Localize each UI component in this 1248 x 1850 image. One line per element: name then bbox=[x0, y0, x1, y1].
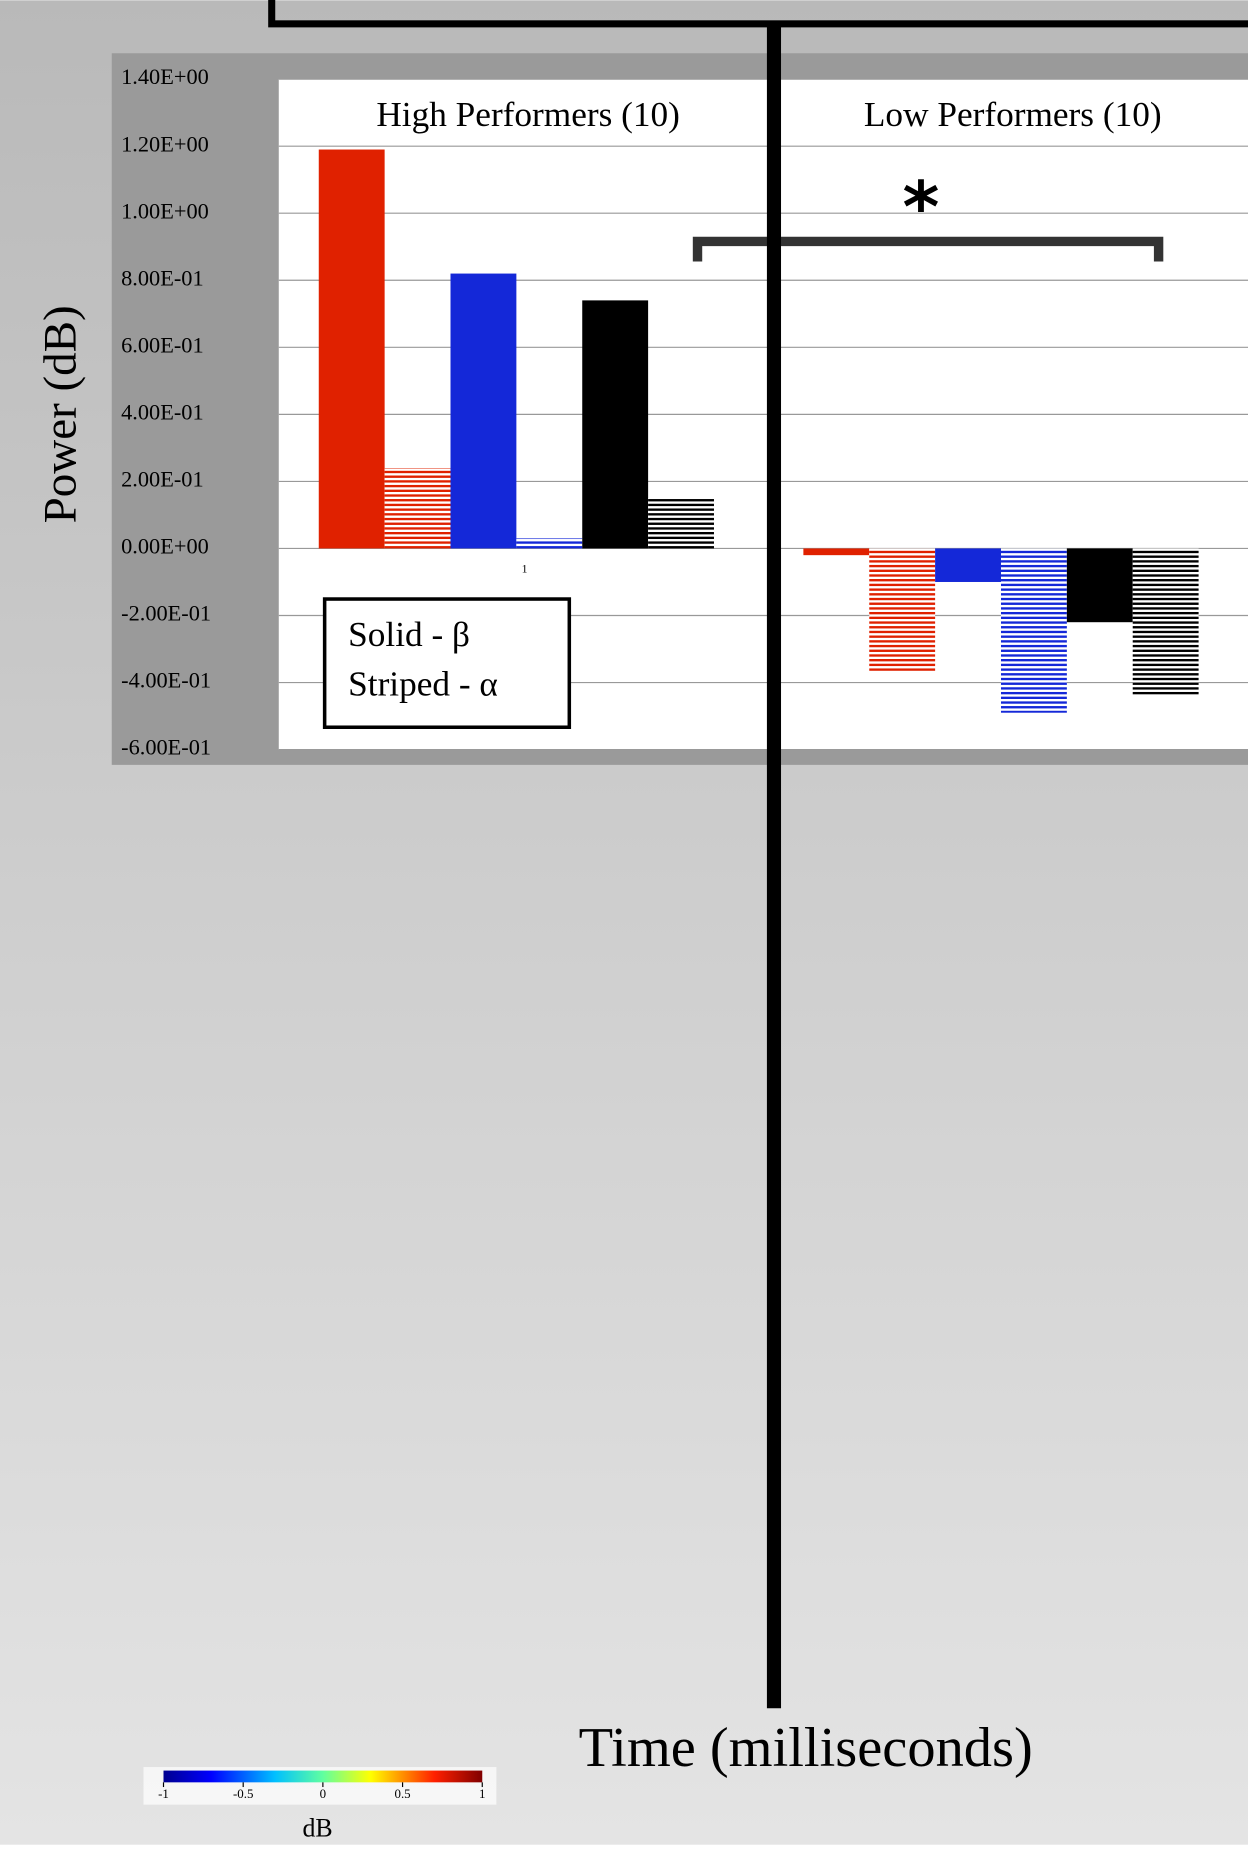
significance: * bbox=[903, 166, 940, 249]
colorbar-tick-label: -0.5 bbox=[233, 1786, 253, 1801]
y-tick-label: 4.00E-01 bbox=[121, 399, 203, 424]
y-tick-label: -4.00E-01 bbox=[121, 668, 211, 693]
bar bbox=[935, 548, 1001, 582]
x-tick-label: 1 bbox=[522, 562, 528, 575]
significance-bracket bbox=[692, 236, 1164, 262]
colorbar-tick-label: -1 bbox=[158, 1786, 169, 1801]
x-axis-label: Time (milliseconds) bbox=[579, 1717, 1033, 1779]
colorbar-label: dB bbox=[302, 1814, 332, 1843]
bar bbox=[582, 300, 649, 549]
category-label: High Performers (10) bbox=[376, 95, 680, 134]
y-tick-label: -2.00E-01 bbox=[121, 601, 211, 626]
bar bbox=[803, 548, 870, 556]
bar bbox=[318, 149, 385, 549]
colorbar-tick-label: 1 bbox=[479, 1786, 485, 1801]
colorbar-ticks: -1 -0.5 0 0.5 1 bbox=[158, 1782, 485, 1801]
bar bbox=[1066, 548, 1133, 623]
legend-text: Striped - α bbox=[348, 664, 498, 703]
category-label: Low Performers (10) bbox=[864, 95, 1162, 134]
y-tick-label: 1.40E+00 bbox=[121, 64, 209, 89]
colorbar-tick-label: 0.5 bbox=[394, 1786, 410, 1801]
bar bbox=[450, 273, 517, 549]
bar bbox=[384, 467, 451, 549]
legend-text: Solid - β bbox=[348, 615, 470, 654]
bar bbox=[869, 548, 936, 673]
legend-box bbox=[322, 597, 572, 730]
y-axis-label: Power (dB) bbox=[34, 305, 86, 523]
chart bbox=[278, 78, 1248, 751]
y-tick-label: 8.00E-01 bbox=[121, 265, 203, 290]
bar bbox=[1132, 548, 1199, 696]
y-tick-label: 0.00E+00 bbox=[121, 534, 209, 559]
y-tick-label: 1.20E+00 bbox=[121, 131, 209, 156]
bar bbox=[516, 538, 583, 549]
colorbar-tick-label: 0 bbox=[320, 1786, 326, 1801]
bar bbox=[1000, 548, 1067, 713]
y-tick-label: 1.00E+00 bbox=[121, 198, 209, 223]
header-box bbox=[268, 0, 1248, 28]
y-tick-label: -6.00E-01 bbox=[121, 735, 211, 760]
colorbar bbox=[163, 1770, 483, 1783]
y-tick-label: 6.00E-01 bbox=[121, 332, 203, 357]
y-tick-label: 2.00E-01 bbox=[121, 467, 203, 492]
bar bbox=[648, 498, 714, 549]
